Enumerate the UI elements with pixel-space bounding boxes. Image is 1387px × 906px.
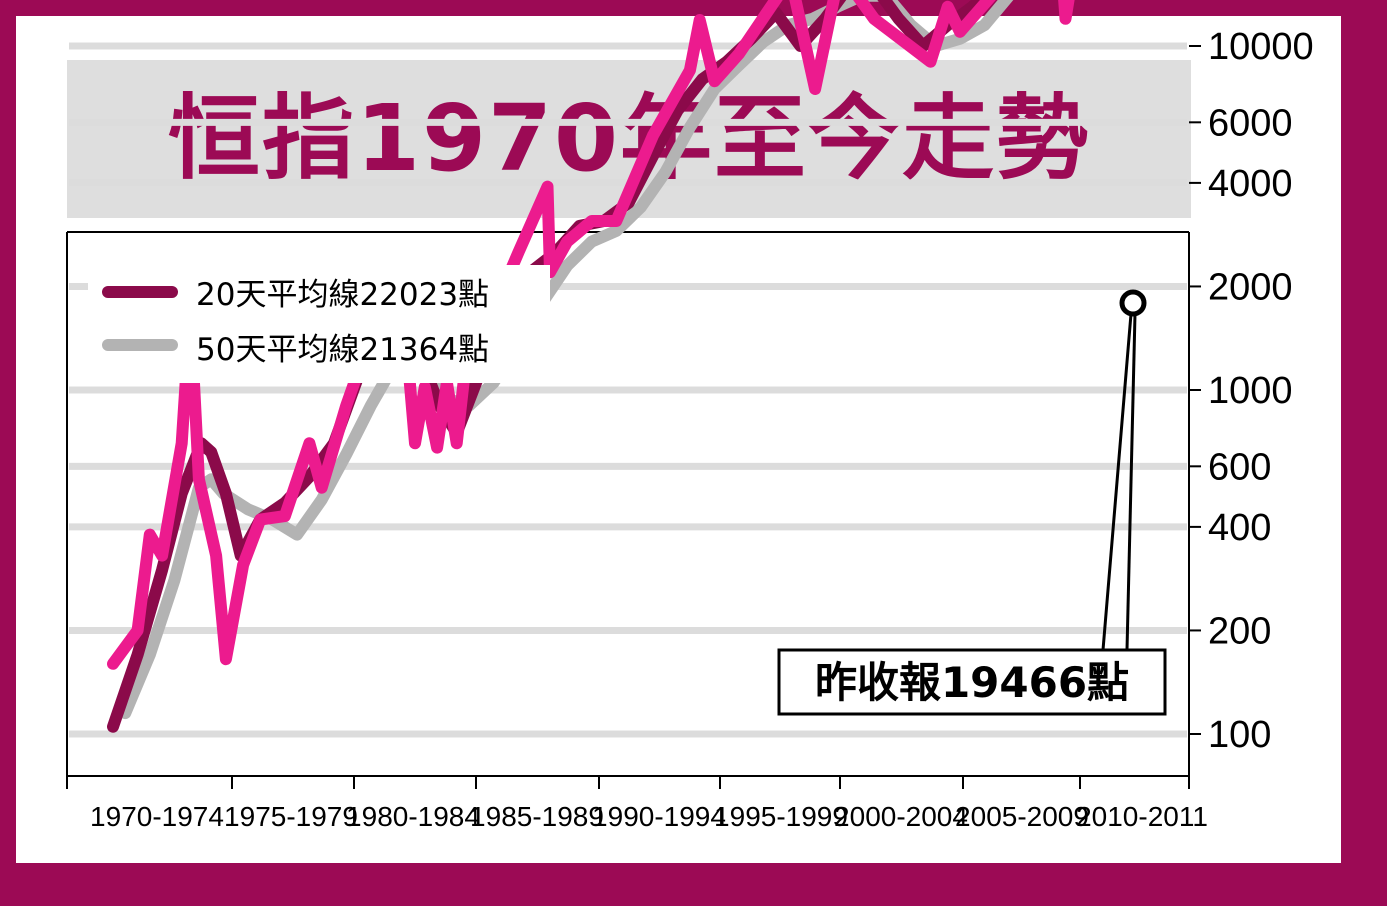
- x-tick-label: 2010-2011: [1076, 801, 1208, 832]
- y-tick-label: 2000: [1208, 266, 1293, 308]
- x-tick-label: 1975-1979: [224, 801, 358, 832]
- y-tick-label: 200: [1208, 610, 1271, 652]
- x-tick-label: 1970-1974: [90, 801, 224, 832]
- x-tick-label: 1990-1994: [592, 801, 726, 832]
- legend: 20天平均線22023點 50天平均線21364點: [88, 265, 550, 383]
- y-tick-label: 1000: [1208, 370, 1293, 412]
- x-tick-label: 2005-2009: [955, 801, 1089, 832]
- callout-box: [777, 648, 1167, 716]
- x-tick-label: 1985-1989: [470, 801, 604, 832]
- axes: [66, 231, 1190, 777]
- y-tick-label: 400: [1208, 507, 1271, 549]
- x-axis-ticks: 1970-1974 1975-19791980-19841985-19891990…: [66, 776, 1208, 832]
- callout-label: 昨收報19466點: [815, 658, 1129, 707]
- last-close-marker: [1119, 289, 1147, 317]
- series-line-index: [107, 0, 1075, 670]
- callout: 昨收報19466點: [777, 289, 1167, 716]
- y-axis-ticks: 4000020000100006000400020001000600400200…: [1189, 26, 1314, 756]
- legend-label-ma20: 20天平均線22023點: [196, 277, 489, 313]
- x-tick-label: 2000-2004: [834, 801, 968, 832]
- chart-title: 恒指1970年至今走勢: [167, 85, 1091, 192]
- callout-pointer-right: [1125, 313, 1137, 651]
- grid-lines: [69, 42, 1187, 738]
- y-tick-label: 4000: [1208, 163, 1293, 205]
- legend-background: [88, 265, 550, 383]
- title-banner: 恒指1970年至今走勢: [67, 60, 1191, 218]
- x-tick-label: 1980-1984: [346, 801, 480, 832]
- callout-pointer-left: [1101, 313, 1133, 651]
- y-tick-label: 600: [1208, 446, 1271, 488]
- series-lines: [107, 0, 1075, 733]
- x-tick-label: 1995-1999: [714, 801, 848, 832]
- legend-label-ma50: 50天平均線21364點: [196, 332, 489, 368]
- y-tick-label: 10000: [1208, 26, 1314, 68]
- y-tick-label: 6000: [1208, 102, 1293, 144]
- y-tick-label: 100: [1208, 714, 1271, 756]
